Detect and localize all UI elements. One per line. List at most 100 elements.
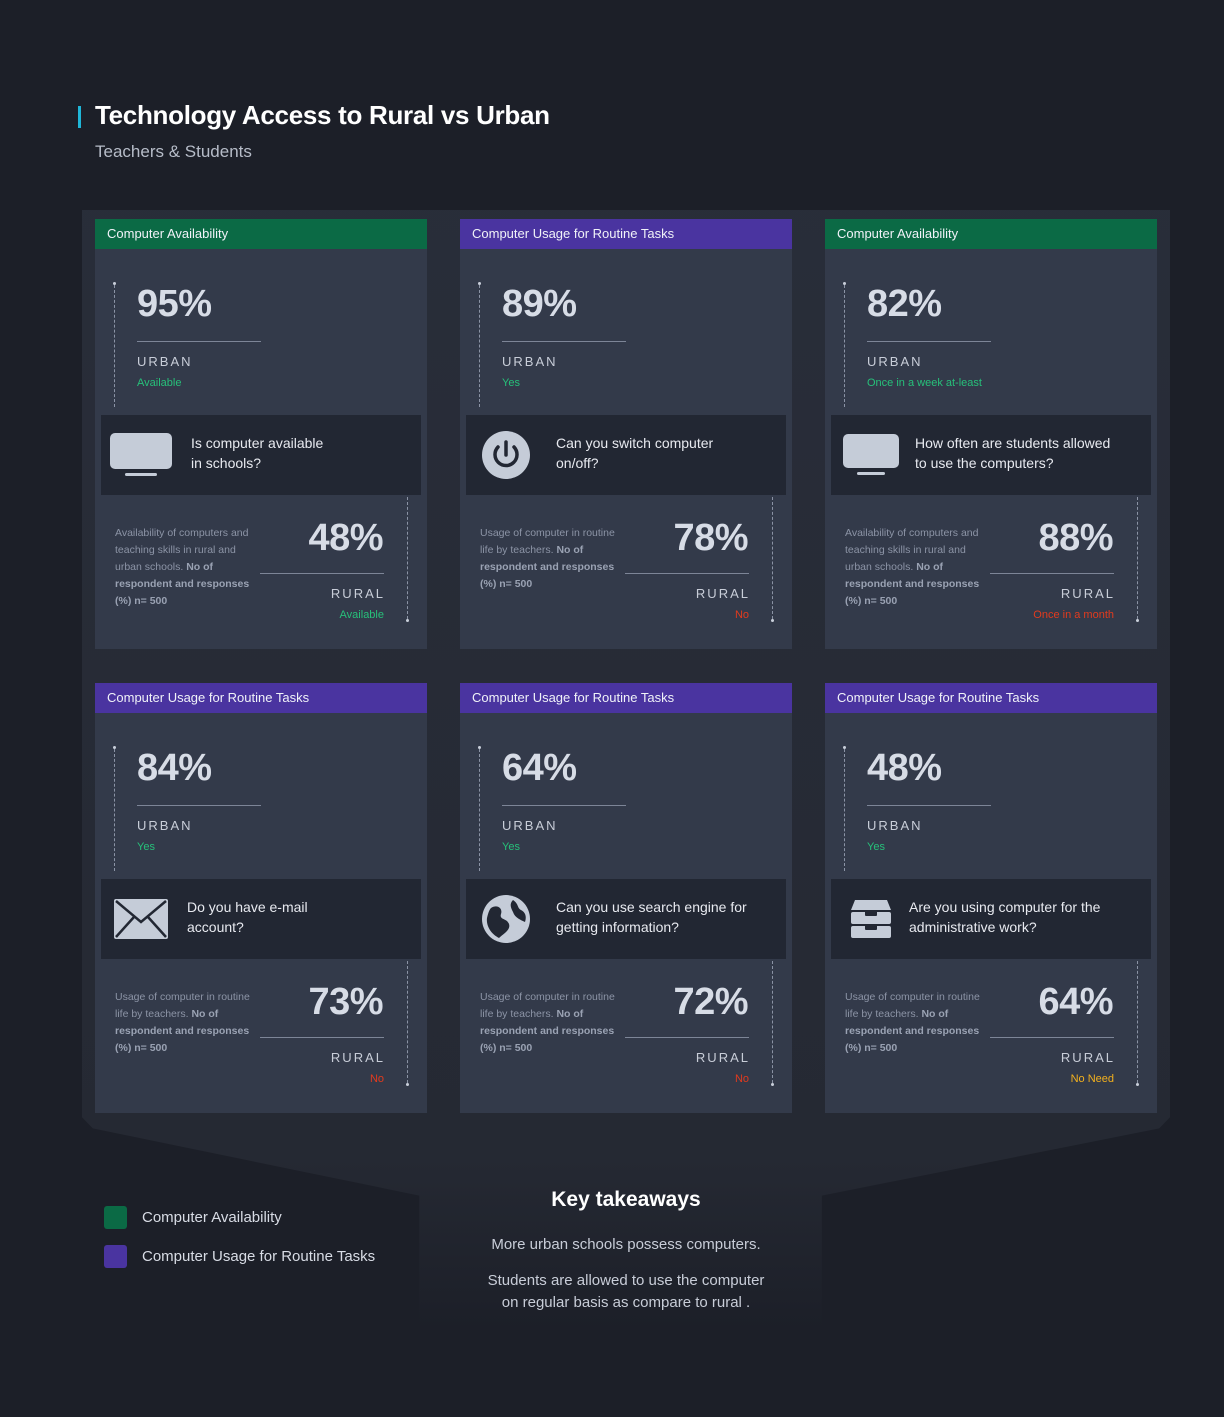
dashed-connector — [113, 282, 116, 407]
dashed-connector — [771, 961, 774, 1086]
description: Usage of computer in routine life by tea… — [845, 991, 980, 1054]
description: Usage of computer in routine life by tea… — [480, 991, 615, 1054]
title-accent-bar — [78, 106, 81, 128]
page-title: Technology Access to Rural vs Urban — [95, 100, 550, 130]
urban-status: Yes — [867, 841, 885, 853]
takeaway-line: Students are allowed to use the computer… — [487, 1272, 765, 1311]
rural-status: No Need — [1070, 1073, 1114, 1085]
question-text: Is computer available in schools? — [191, 435, 324, 471]
dashed-connector — [1136, 961, 1139, 1086]
monitor-icon — [839, 427, 903, 483]
legend-label: Computer Availability — [142, 1209, 282, 1226]
divider — [990, 573, 1114, 574]
rural-status: Available — [339, 609, 384, 621]
rural-label: RURAL — [1060, 586, 1115, 601]
question-box: Are you using computer for the administr… — [831, 879, 1151, 959]
urban-status: Yes — [502, 377, 520, 389]
urban-status: Available — [137, 377, 182, 389]
power-icon — [474, 427, 538, 483]
rural-status: No — [369, 1073, 384, 1085]
rural-label: RURAL — [695, 586, 750, 601]
key-takeaways: Key takeaways More urban schools possess… — [440, 1188, 812, 1314]
divider — [867, 805, 991, 806]
divider — [625, 573, 749, 574]
legend-label: Computer Usage for Routine Tasks — [142, 1248, 376, 1265]
question-text: Can you use search engine for getting in… — [556, 899, 747, 935]
question-box: How often are students allowed to use th… — [831, 415, 1151, 495]
urban-percentage: 89% — [502, 283, 577, 325]
divider — [137, 341, 261, 342]
rural-status: No — [734, 609, 749, 621]
dashed-connector — [843, 746, 846, 871]
dashed-connector — [1136, 497, 1139, 622]
question-text: Are you using computer for the administr… — [909, 899, 1101, 935]
divider — [260, 573, 384, 574]
divider — [502, 341, 626, 342]
urban-status: Yes — [502, 841, 520, 853]
rural-percentage: 48% — [308, 517, 383, 559]
urban-label: URBAN — [137, 818, 193, 833]
rural-label: RURAL — [330, 586, 385, 601]
stat-card: Computer Usage for Routine Tasks 89% URB… — [460, 219, 792, 649]
question-box: Can you switch computer on/off? — [466, 415, 786, 495]
rural-status: Once in a month — [1033, 609, 1114, 621]
card-category: Computer Availability — [95, 219, 427, 249]
rural-label: RURAL — [1060, 1050, 1115, 1065]
rural-label: RURAL — [695, 1050, 750, 1065]
urban-status: Once in a week at-least — [867, 377, 982, 389]
divider — [990, 1037, 1114, 1038]
urban-label: URBAN — [502, 354, 558, 369]
stat-card: Computer Availability 82% URBAN Once in … — [825, 219, 1157, 649]
card-category: Computer Usage for Routine Tasks — [95, 683, 427, 713]
stat-card: Computer Usage for Routine Tasks 48% URB… — [825, 683, 1157, 1113]
dashed-connector — [113, 746, 116, 871]
card-category: Computer Usage for Routine Tasks — [460, 219, 792, 249]
card-category: Computer Availability — [825, 219, 1157, 249]
description: Usage of computer in routine life by tea… — [480, 527, 615, 590]
question-box: Can you use search engine for getting in… — [466, 879, 786, 959]
question-box: Is computer available in schools? — [101, 415, 421, 495]
question-text: Do you have e-mail account? — [187, 899, 308, 935]
divider — [502, 805, 626, 806]
urban-label: URBAN — [137, 354, 193, 369]
question-text: Can you switch computer on/off? — [556, 435, 714, 471]
legend-swatch — [104, 1245, 127, 1268]
dashed-connector — [771, 497, 774, 622]
urban-label: URBAN — [867, 354, 923, 369]
dashed-connector — [478, 282, 481, 407]
card-category: Computer Usage for Routine Tasks — [825, 683, 1157, 713]
takeaways-title: Key takeaways — [551, 1188, 701, 1211]
stat-card: Computer Usage for Routine Tasks 64% URB… — [460, 683, 792, 1113]
stat-card: Computer Usage for Routine Tasks 84% URB… — [95, 683, 427, 1113]
question-text: How often are students allowed to use th… — [915, 435, 1111, 471]
page-subtitle: Teachers & Students — [95, 142, 252, 161]
dashed-connector — [843, 282, 846, 407]
briefcase-icon — [839, 891, 903, 947]
dashed-connector — [406, 961, 409, 1086]
rural-percentage: 78% — [673, 517, 748, 559]
legend-swatch — [104, 1206, 127, 1229]
divider — [867, 341, 991, 342]
mail-icon — [109, 891, 173, 947]
divider — [260, 1037, 384, 1038]
urban-percentage: 48% — [867, 747, 942, 789]
rural-percentage: 72% — [673, 981, 748, 1023]
question-box: Do you have e-mail account? — [101, 879, 421, 959]
dashed-connector — [478, 746, 481, 871]
rural-label: RURAL — [330, 1050, 385, 1065]
urban-percentage: 84% — [137, 747, 212, 789]
divider — [137, 805, 261, 806]
rural-percentage: 73% — [308, 981, 383, 1023]
urban-label: URBAN — [867, 818, 923, 833]
globe-icon — [474, 891, 538, 947]
description: Usage of computer in routine life by tea… — [115, 991, 250, 1054]
rural-percentage: 64% — [1038, 981, 1113, 1023]
description: Availability of computers and teaching s… — [115, 527, 250, 607]
urban-percentage: 64% — [502, 747, 577, 789]
monitor-icon — [109, 427, 173, 483]
urban-label: URBAN — [502, 818, 558, 833]
card-category: Computer Usage for Routine Tasks — [460, 683, 792, 713]
rural-status: No — [734, 1073, 749, 1085]
description: Availability of computers and teaching s… — [845, 527, 980, 607]
takeaway-line: More urban schools possess computers. — [491, 1236, 761, 1253]
